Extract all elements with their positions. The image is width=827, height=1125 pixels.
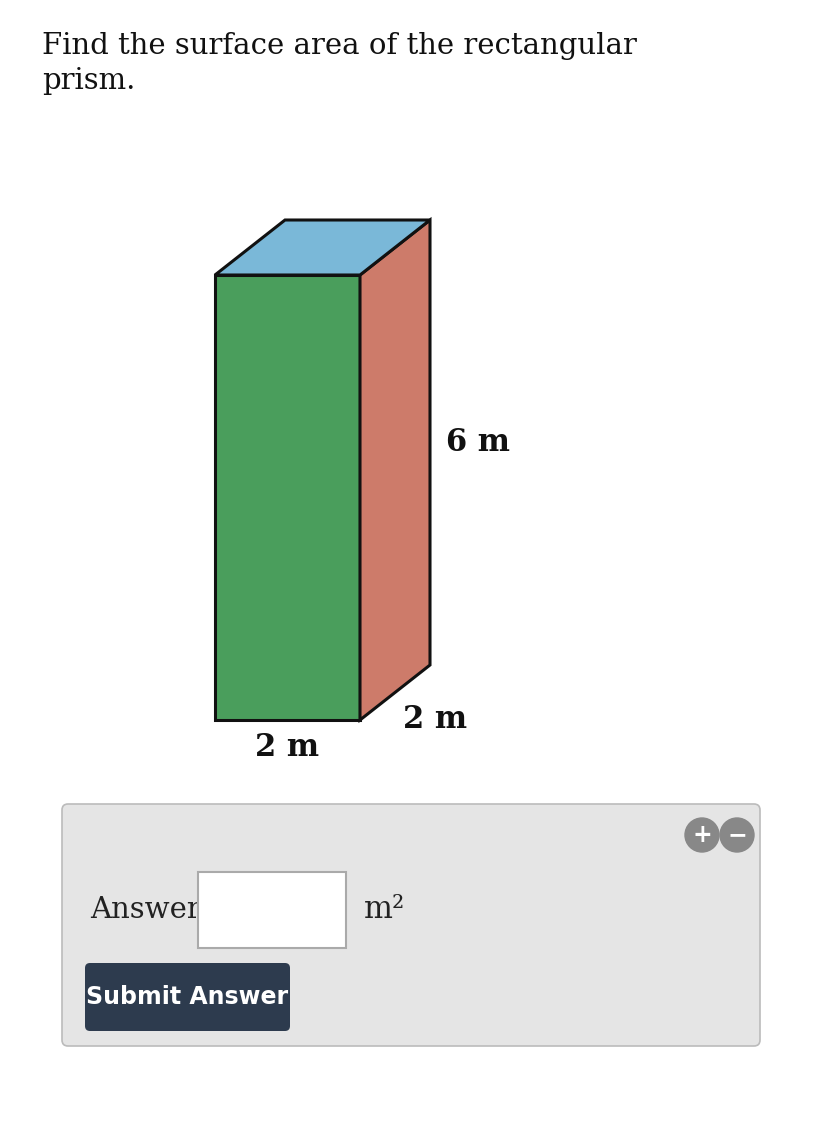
Polygon shape bbox=[215, 220, 429, 274]
Text: +: + bbox=[691, 824, 711, 847]
Polygon shape bbox=[360, 220, 429, 720]
Text: m²: m² bbox=[364, 894, 404, 926]
Text: Answer:: Answer: bbox=[90, 896, 210, 924]
Bar bbox=[198, 872, 346, 948]
FancyBboxPatch shape bbox=[85, 963, 289, 1030]
Circle shape bbox=[684, 818, 718, 852]
Text: Submit Answer: Submit Answer bbox=[86, 986, 289, 1009]
Text: prism.: prism. bbox=[42, 68, 135, 94]
FancyBboxPatch shape bbox=[62, 804, 759, 1046]
Text: 2 m: 2 m bbox=[403, 704, 466, 736]
Text: 6 m: 6 m bbox=[446, 428, 509, 458]
Text: 2 m: 2 m bbox=[255, 732, 319, 763]
Text: −: − bbox=[726, 824, 746, 847]
Circle shape bbox=[719, 818, 753, 852]
Polygon shape bbox=[215, 274, 360, 720]
Text: Find the surface area of the rectangular: Find the surface area of the rectangular bbox=[42, 32, 636, 60]
